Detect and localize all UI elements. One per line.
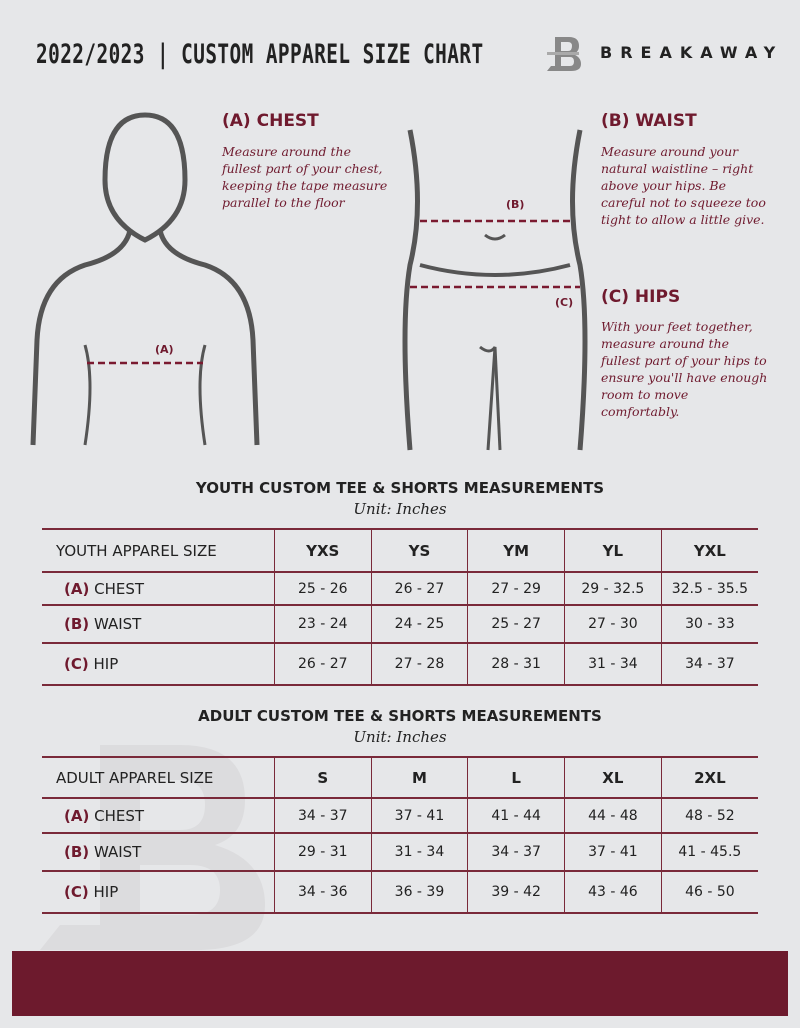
measurement-value: 29 - 32.5 — [564, 571, 662, 606]
measurement-value: 41 - 44 — [467, 797, 565, 834]
measurement-value: 39 - 42 — [467, 870, 565, 914]
measurement-value: 26 - 27 — [273, 642, 372, 686]
chest-marker: (A) — [155, 343, 174, 356]
measurement-value: 30 - 33 — [660, 604, 758, 644]
measurement-label: (B) WAIST — [42, 832, 275, 872]
upper-body-figure — [30, 112, 260, 446]
measurement-value: 27 - 30 — [564, 604, 662, 644]
measurement-name: CHEST — [94, 806, 145, 825]
adult-unit: Unit: Inches — [353, 728, 447, 746]
table-header-row: ADULT APPAREL SIZE S M L XL 2XL — [42, 756, 758, 799]
table-row: (A) CHEST 25 - 26 26 - 27 27 - 29 29 - 32.5 3… — [42, 571, 758, 606]
measurement-value: 34 - 37 — [273, 797, 372, 834]
measurement-value: 29 - 31 — [273, 832, 372, 872]
measurement-name: WAIST — [93, 615, 142, 633]
size-column-header: M — [370, 756, 468, 799]
lower-body-figure — [402, 129, 588, 451]
measurement-label: (B) WAIST — [42, 604, 275, 644]
measurement-name: HIP — [93, 883, 119, 901]
adult-size-table: ADULT APPAREL SIZE S M L XL 2XL (A) CHEST 34 - … — [42, 756, 758, 914]
measurement-code: (C) — [64, 655, 89, 673]
measurement-code: (B) — [64, 843, 90, 861]
measurement-value: 31 - 34 — [564, 642, 662, 686]
size-column-header: YXL — [660, 528, 758, 573]
measurement-value: 37 - 41 — [370, 797, 468, 834]
table-row: (C) HIP 34 - 36 36 - 39 39 - 42 43 - 46 46 - … — [42, 870, 758, 914]
measurement-value: 31 - 34 — [370, 832, 468, 872]
size-header: YOUTH APPAREL SIZE — [42, 528, 275, 573]
measurement-value: 44 - 48 — [564, 797, 662, 834]
size-column-header: 2XL — [660, 756, 758, 799]
breakaway-logo-icon — [547, 37, 581, 71]
measurement-value: 41 - 45.5 — [660, 832, 758, 872]
footer-band — [12, 951, 788, 1016]
table-row: (B) WAIST 23 - 24 24 - 25 25 - 27 27 - 30 30 … — [42, 604, 758, 644]
measurement-value: 36 - 39 — [370, 870, 468, 914]
chest-title: (A) CHEST — [222, 111, 319, 131]
table-row: (B) WAIST 29 - 31 31 - 34 34 - 37 37 - 41 41 … — [42, 832, 758, 872]
measurement-value: 26 - 27 — [370, 571, 468, 606]
table-row: (C) HIP 26 - 27 27 - 28 28 - 31 31 - 34 34 - … — [42, 642, 758, 686]
measurement-name: CHEST — [94, 579, 145, 598]
measurement-code: (A) — [64, 579, 90, 598]
measurement-label: (A) CHEST — [42, 571, 275, 606]
waist-description: Measure around your natural waistline – … — [601, 144, 766, 227]
measurement-value: 34 - 36 — [273, 870, 372, 914]
youth-unit: Unit: Inches — [353, 500, 447, 518]
measurement-code: (B) — [64, 615, 90, 633]
measurement-label: (C) HIP — [42, 870, 275, 914]
measurement-value: 24 - 25 — [370, 604, 468, 644]
measurement-value: 32.5 - 35.5 — [660, 571, 758, 606]
measurement-name: WAIST — [93, 843, 142, 861]
measurement-value: 46 - 50 — [660, 870, 758, 914]
youth-section-title: YOUTH CUSTOM TEE & SHORTS MEASUREMENTS — [195, 479, 605, 497]
chest-description: Measure around the fullest part of your … — [222, 144, 388, 210]
measurement-value: 34 - 37 — [660, 642, 758, 686]
hips-description: With your feet together, measure around … — [601, 319, 768, 419]
size-column-header: L — [467, 756, 565, 799]
measurement-value: 37 - 41 — [564, 832, 662, 872]
measurement-code: (C) — [64, 883, 89, 901]
measurement-value: 23 - 24 — [273, 604, 372, 644]
measurement-value: 25 - 27 — [467, 604, 565, 644]
size-column-header: S — [273, 756, 372, 799]
measurement-value: 28 - 31 — [467, 642, 565, 686]
table-header-row: YOUTH APPAREL SIZE YXS YS YM YL YXL — [42, 528, 758, 573]
waist-marker: (B) — [506, 198, 525, 211]
size-column-header: YXS — [273, 528, 372, 573]
measurement-label: (A) CHEST — [42, 797, 275, 834]
measurement-value: 48 - 52 — [660, 797, 758, 834]
measurement-name: HIP — [93, 655, 119, 673]
measurement-value: 27 - 29 — [467, 571, 565, 606]
measurement-code: (A) — [64, 806, 90, 825]
adult-section-title: ADULT CUSTOM TEE & SHORTS MEASUREMENTS — [198, 707, 602, 725]
waist-title: (B) WAIST — [601, 111, 697, 131]
measurement-value: 43 - 46 — [564, 870, 662, 914]
size-column-header: YL — [564, 528, 662, 573]
size-column-header: XL — [564, 756, 662, 799]
measurement-label: (C) HIP — [42, 642, 275, 686]
size-column-header: YS — [370, 528, 468, 573]
table-row: (A) CHEST 34 - 37 37 - 41 41 - 44 44 - 48 48 … — [42, 797, 758, 834]
brand-name: BREAKAWAY — [600, 43, 784, 62]
size-column-header: YM — [467, 528, 565, 573]
youth-size-table: YOUTH APPAREL SIZE YXS YS YM YL YXL (A) CHEST 2… — [42, 528, 758, 686]
page-title: 2022/2023 | CUSTOM APPAREL SIZE CHART — [36, 40, 484, 70]
measurement-value: 27 - 28 — [370, 642, 468, 686]
hips-title: (C) HIPS — [601, 287, 681, 307]
measurement-value: 34 - 37 — [467, 832, 565, 872]
hips-marker: (C) — [555, 296, 574, 309]
measurement-value: 25 - 26 — [273, 571, 372, 606]
size-header: ADULT APPAREL SIZE — [42, 756, 275, 799]
